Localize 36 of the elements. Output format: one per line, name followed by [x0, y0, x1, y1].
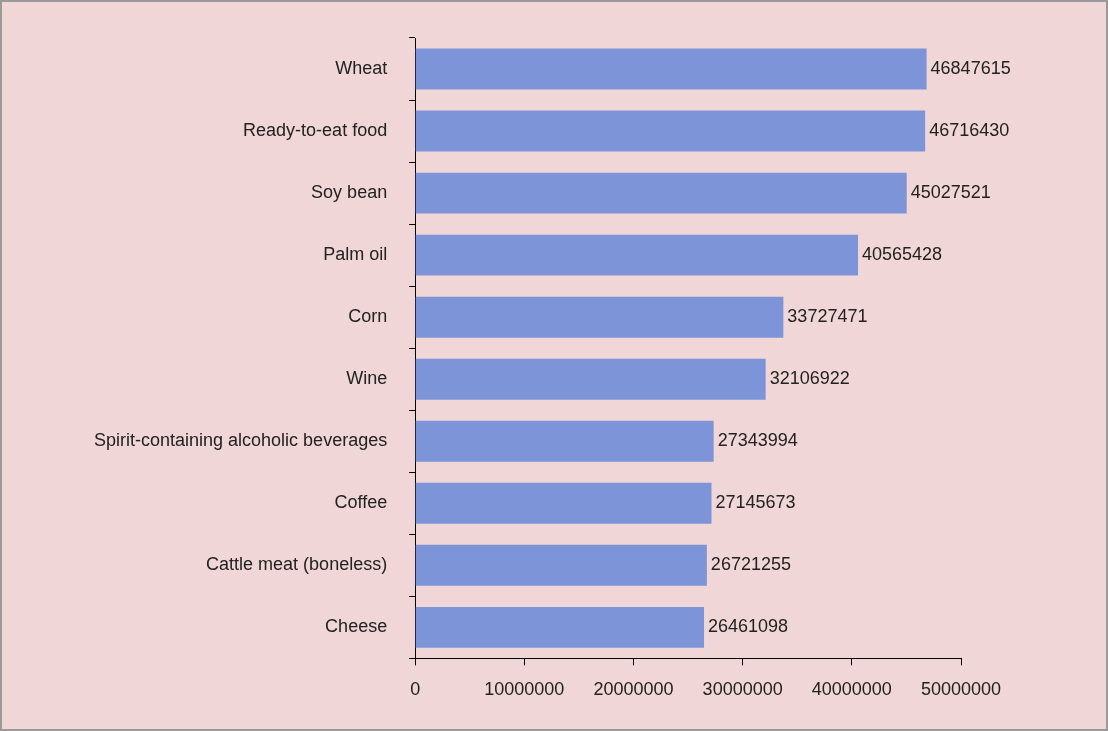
bar: [415, 234, 859, 276]
data-label: 27145673: [715, 492, 796, 513]
data-label: 33727471: [787, 306, 868, 327]
bar: [415, 606, 705, 648]
data-label: 26721255: [710, 554, 791, 575]
bar: [415, 110, 926, 152]
y-tick-label: Wine: [346, 368, 388, 389]
y-tick-label: Soy bean: [311, 182, 388, 203]
bar: [415, 544, 707, 586]
bar: [415, 172, 907, 214]
data-label: 32106922: [769, 368, 850, 389]
data-label: 46716430: [929, 120, 1010, 141]
x-tick-label: 20000000: [593, 679, 674, 700]
y-tick-label: Palm oil: [323, 244, 388, 265]
data-label: 45027521: [910, 182, 991, 203]
x-tick-label: 40000000: [811, 679, 892, 700]
data-label: 27343994: [717, 430, 798, 451]
y-tick-label: Cattle meat (boneless): [206, 554, 388, 575]
x-tick-label: 50000000: [920, 679, 1002, 700]
bar: [415, 48, 927, 90]
y-tick-label: Corn: [348, 306, 388, 327]
bar: [415, 296, 784, 338]
bar: [415, 482, 712, 524]
data-label: 40565428: [862, 244, 943, 265]
y-tick-label: Cheese: [325, 616, 388, 637]
data-label: 46847615: [930, 57, 1011, 78]
y-tick-label: Ready-to-eat food: [243, 120, 388, 141]
x-tick-label: 10000000: [484, 679, 565, 700]
data-label: 26461098: [708, 616, 789, 637]
y-tick-label: Coffee: [334, 492, 388, 513]
x-tick-label: 0: [410, 679, 421, 700]
bar: [415, 420, 714, 462]
y-tick-label: Wheat: [335, 57, 388, 78]
x-tick-label: 30000000: [702, 679, 783, 700]
bar: [415, 358, 766, 400]
y-tick-label: Spirit-containing alcoholic beverages: [94, 430, 388, 451]
